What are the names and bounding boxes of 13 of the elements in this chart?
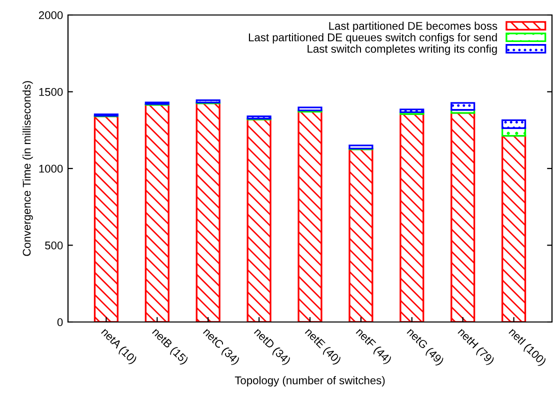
x-tick-label: netB (15) — [150, 327, 189, 366]
y-tick-label: 1500 — [39, 88, 63, 96]
x-tick-label: netD (34) — [252, 327, 292, 366]
y-tick-label: 1000 — [39, 164, 63, 173]
x-axis-title: Topology (number of switches) — [234, 376, 385, 386]
y-axis-title: Convergence Time (in milliseconds) — [22, 81, 33, 256]
legend-label: Last partitioned DE becomes boss — [329, 22, 498, 32]
legend-label: Last switch completes writing its config — [308, 44, 497, 55]
y-tick-label: 0 — [57, 318, 63, 326]
legend-label: Last partitioned DE queues switch configs for send — [248, 33, 497, 44]
x-tick-label: netF (44) — [354, 327, 392, 366]
y-tick-label: 500 — [45, 242, 63, 250]
y-tick-label: 2000 — [38, 11, 63, 20]
